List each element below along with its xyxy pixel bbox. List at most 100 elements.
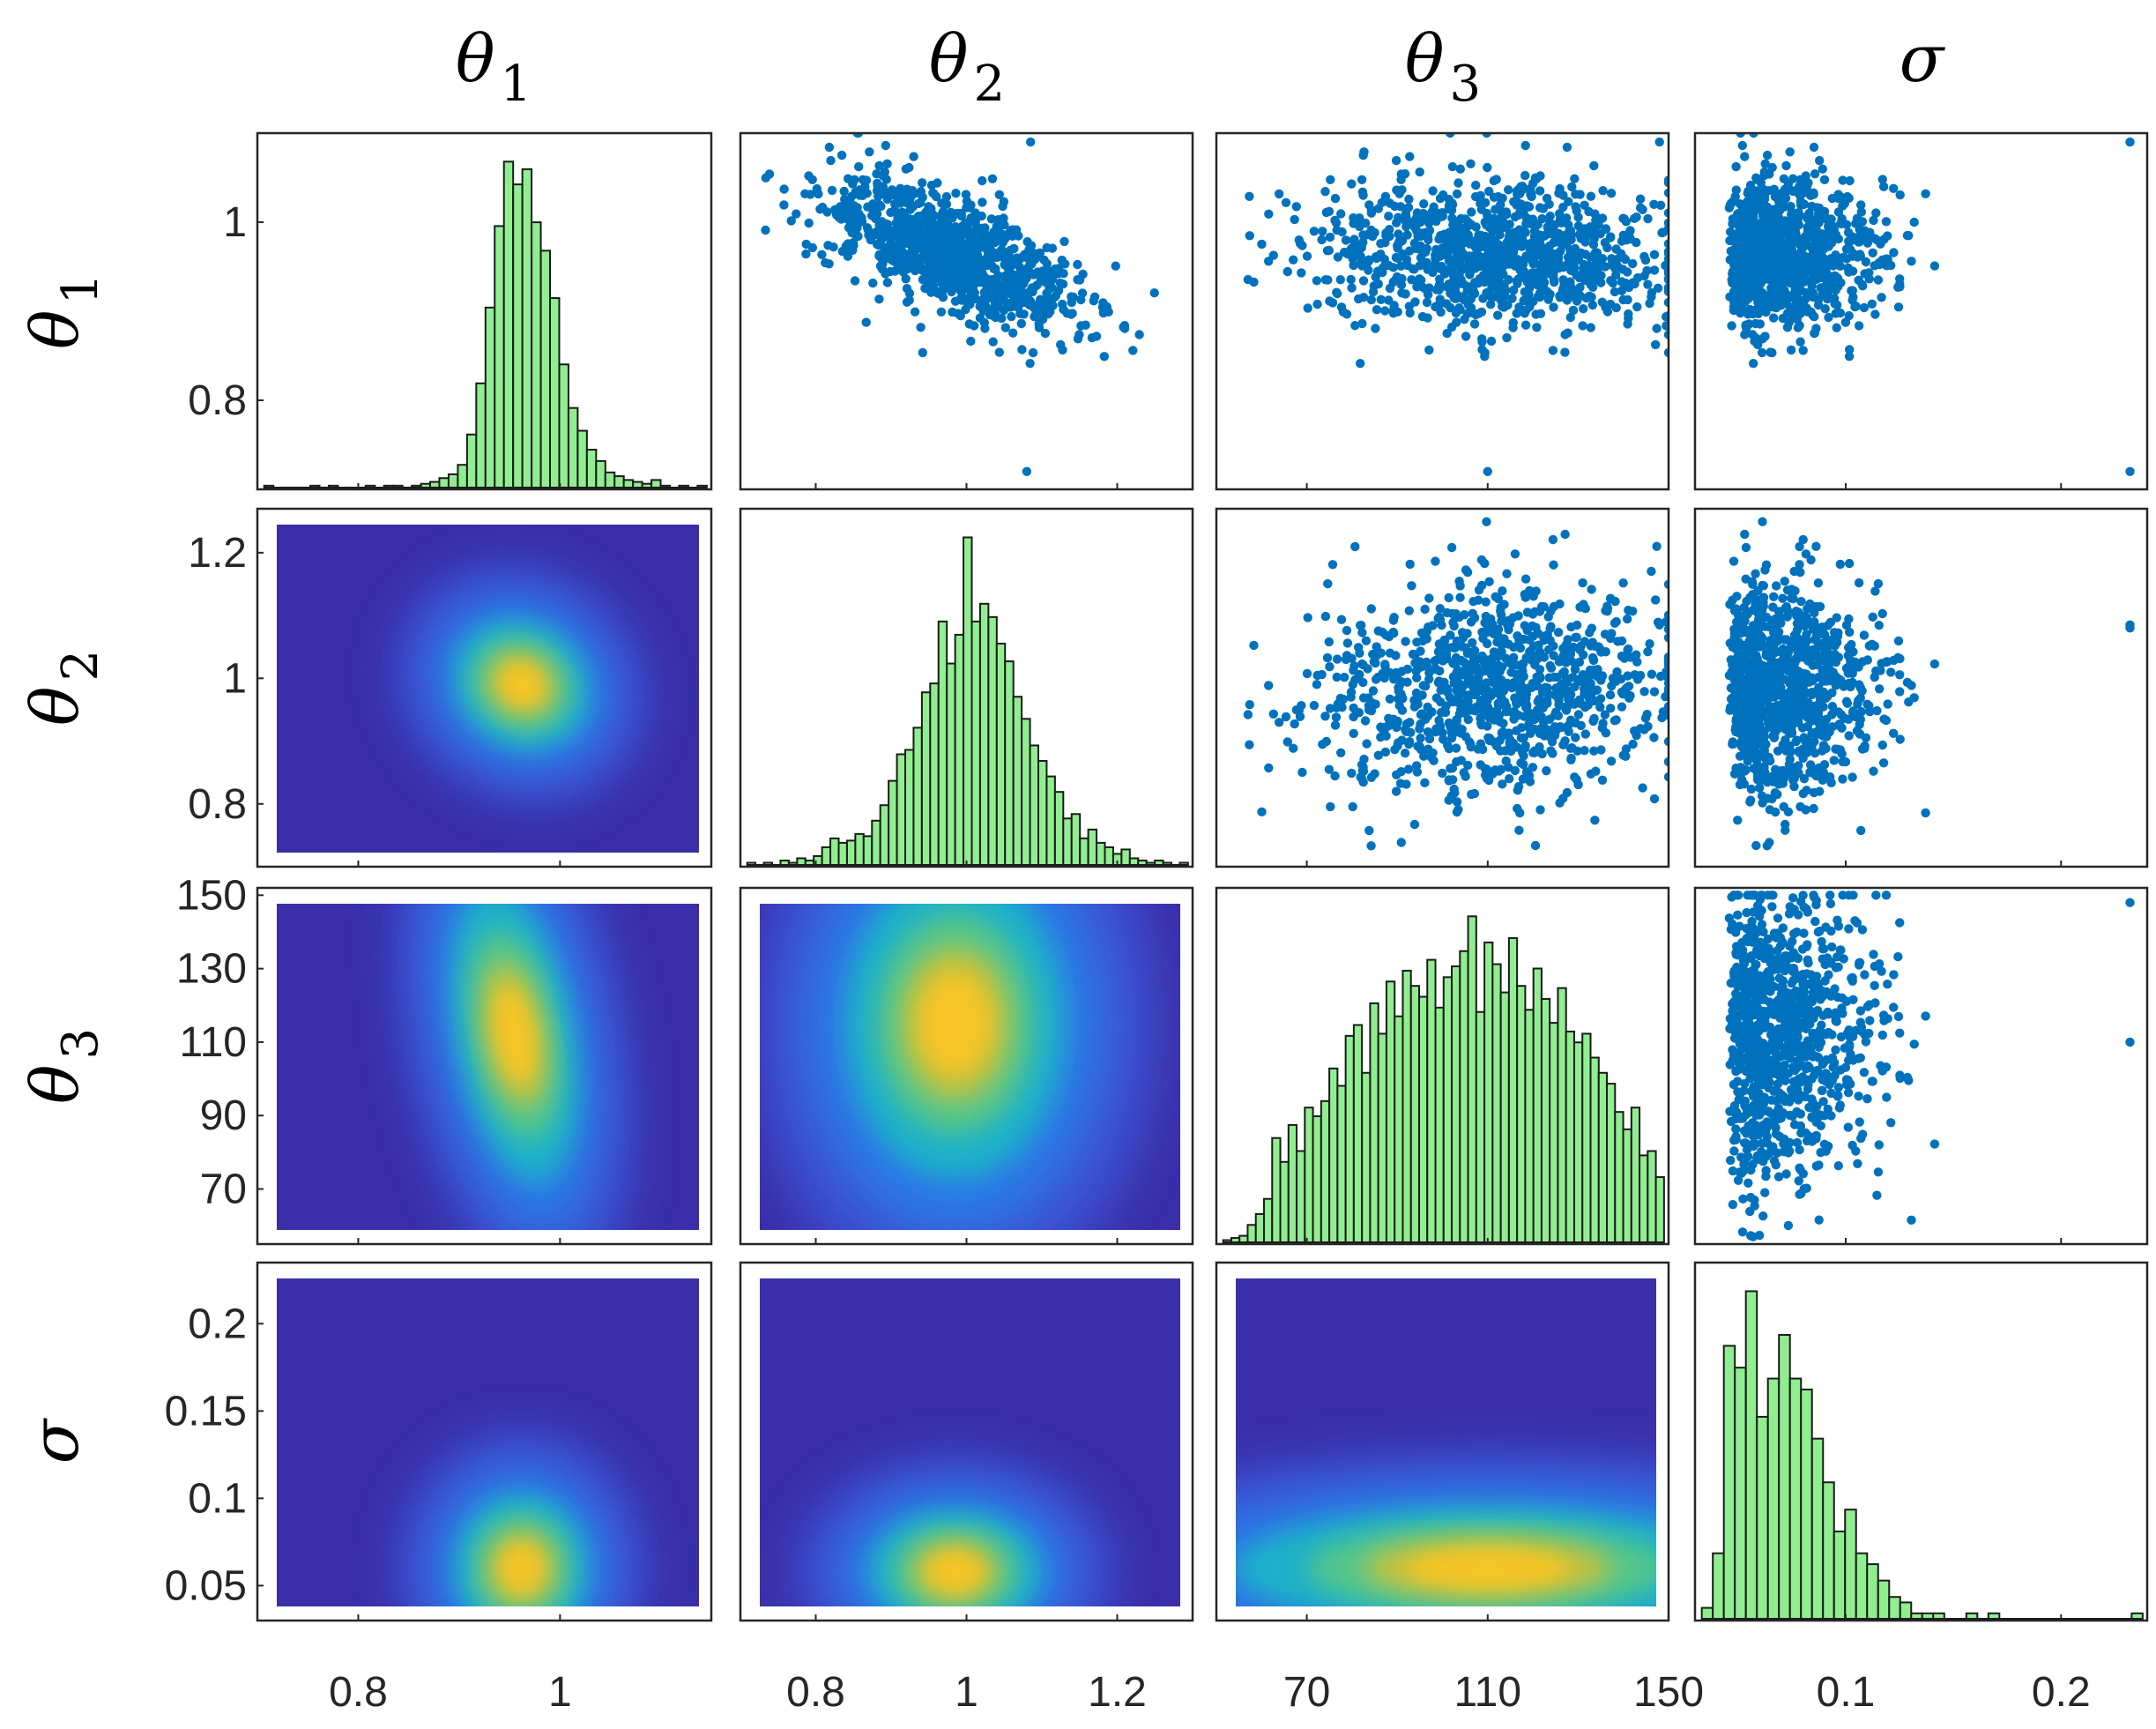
scatter-point bbox=[1773, 779, 1784, 789]
histogram-bar bbox=[651, 479, 662, 489]
scatter-point bbox=[1393, 241, 1402, 250]
scatter-point bbox=[1493, 593, 1504, 604]
scatter-point bbox=[1407, 581, 1416, 591]
scatter-point bbox=[1303, 303, 1312, 313]
scatter-point bbox=[1538, 703, 1549, 712]
scatter-point bbox=[1848, 292, 1858, 302]
scatter-point bbox=[1355, 221, 1364, 232]
scatter-point bbox=[1875, 684, 1885, 694]
scatter-point bbox=[1423, 727, 1433, 737]
scatter-point bbox=[1454, 269, 1464, 279]
scatter-point bbox=[1589, 226, 1599, 235]
scatter-point bbox=[1427, 707, 1437, 717]
scatter-point bbox=[1520, 320, 1531, 330]
scatter-point bbox=[1364, 825, 1374, 836]
scatter-point bbox=[1489, 175, 1499, 186]
scatter-point bbox=[1320, 611, 1331, 622]
scatter-point bbox=[1474, 595, 1483, 605]
scatter-point bbox=[1822, 294, 1833, 304]
scatter-point bbox=[1802, 786, 1811, 795]
scatter-point bbox=[1498, 586, 1507, 596]
scatter-point bbox=[804, 218, 814, 228]
scatter-point bbox=[1833, 273, 1843, 283]
scatter-point bbox=[896, 245, 906, 255]
scatter-point bbox=[1855, 225, 1864, 235]
scatter-point bbox=[978, 197, 987, 207]
scatter-point bbox=[1325, 232, 1335, 242]
scatter-point bbox=[1478, 633, 1488, 644]
histogram-bar bbox=[263, 484, 275, 488]
scatter-point bbox=[1016, 318, 1027, 329]
scatter-point bbox=[1530, 660, 1540, 670]
scatter-point bbox=[1366, 294, 1377, 305]
scatter-point bbox=[1257, 239, 1267, 250]
scatter-point bbox=[1867, 299, 1877, 309]
scatter-point bbox=[874, 200, 884, 210]
scatter-point bbox=[1509, 706, 1520, 717]
scatter-point bbox=[1563, 635, 1572, 645]
scatter-point bbox=[1515, 808, 1525, 818]
scatter-point bbox=[827, 185, 837, 196]
scatter-point bbox=[844, 239, 853, 249]
scatter-point bbox=[1580, 729, 1591, 739]
scatter-point bbox=[1844, 731, 1854, 741]
scatter-point bbox=[1330, 771, 1340, 781]
scatter-point bbox=[1484, 577, 1494, 586]
scatter-point bbox=[1401, 726, 1411, 735]
scatter-point bbox=[1860, 741, 1870, 751]
scatter-point bbox=[807, 242, 817, 253]
scatter-point bbox=[1484, 288, 1494, 298]
scatter-point bbox=[1539, 602, 1549, 612]
scatter-point bbox=[1555, 798, 1565, 808]
scatter-point bbox=[1787, 728, 1797, 738]
scatter-point bbox=[1489, 710, 1499, 719]
scatter-point bbox=[1741, 542, 1751, 553]
panel-content bbox=[1724, 133, 2135, 476]
scatter-point bbox=[1624, 229, 1634, 239]
scatter-point bbox=[779, 200, 789, 210]
panel-theta1-vs-theta2 bbox=[739, 131, 1194, 491]
scatter-point bbox=[1483, 686, 1493, 696]
scatter-point bbox=[1532, 323, 1542, 332]
scatter-point bbox=[1766, 244, 1776, 255]
scatter-point bbox=[864, 230, 874, 240]
histogram-bar bbox=[978, 602, 990, 866]
scatter-point bbox=[1545, 289, 1555, 299]
scatter-point bbox=[1067, 292, 1076, 302]
scatter-point bbox=[1520, 574, 1531, 584]
scatter-point bbox=[921, 207, 931, 217]
scatter-point bbox=[850, 276, 860, 286]
histogram-bar bbox=[1004, 660, 1015, 866]
scatter-point bbox=[1404, 739, 1414, 749]
scatter-point bbox=[1546, 663, 1557, 673]
scatter-point bbox=[1798, 682, 1808, 692]
scatter-point bbox=[1592, 213, 1602, 223]
scatter-point bbox=[1760, 767, 1770, 778]
scatter-point bbox=[1589, 160, 1599, 171]
scatter-point bbox=[1452, 694, 1461, 704]
scatter-point bbox=[1663, 678, 1669, 689]
scatter-point bbox=[1531, 309, 1541, 319]
scatter-point bbox=[1484, 734, 1495, 743]
scatter-point bbox=[1847, 251, 1857, 261]
scatter-point bbox=[977, 211, 986, 221]
scatter-point bbox=[1751, 569, 1760, 578]
scatter-point bbox=[1471, 703, 1481, 712]
scatter-point bbox=[1030, 249, 1041, 258]
histogram-bar bbox=[1079, 837, 1089, 867]
scatter-point bbox=[972, 236, 982, 247]
scatter-point bbox=[1357, 175, 1367, 184]
scatter-point bbox=[1576, 234, 1586, 243]
scatter-point bbox=[1593, 268, 1602, 279]
scatter-point bbox=[1330, 720, 1341, 730]
scatter-point bbox=[1397, 735, 1407, 745]
histogram-bar bbox=[595, 459, 606, 488]
scatter-point bbox=[1390, 201, 1400, 212]
scatter-point bbox=[779, 184, 789, 194]
scatter-point bbox=[1783, 243, 1793, 253]
scatter-point bbox=[1484, 186, 1494, 197]
scatter-point bbox=[1542, 193, 1552, 204]
scatter-point bbox=[1639, 687, 1649, 697]
histogram-bar bbox=[659, 484, 672, 488]
scatter-point bbox=[1442, 328, 1452, 339]
